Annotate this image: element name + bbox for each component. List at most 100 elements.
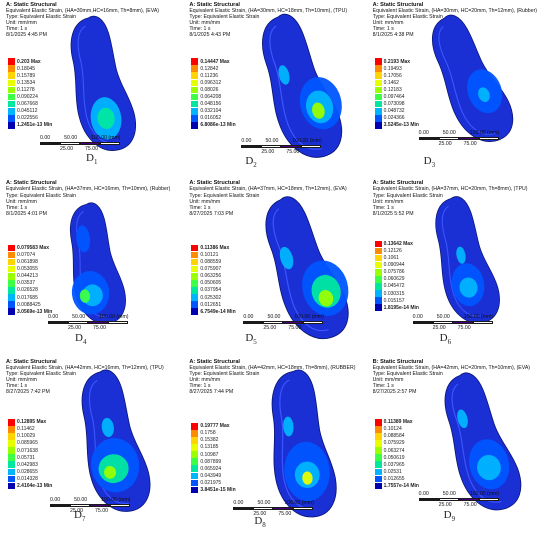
legend-swatch <box>191 86 199 94</box>
legend-min-value: 3.0569e-13 Min <box>17 308 53 315</box>
legend-row: 0.18045 <box>8 65 52 72</box>
legend-value: 0.10124 <box>383 426 402 433</box>
legend-row: 0.10121 <box>191 251 235 259</box>
legend-swatch <box>8 461 15 469</box>
legend-row: 0.064208 <box>191 93 235 101</box>
legend-value: 0.024366 <box>383 115 405 122</box>
legend-row: 0.05731 <box>8 454 52 461</box>
legend-swatch <box>374 297 382 304</box>
ruler-label: 75.00 <box>288 325 302 332</box>
legend-row: 0.0088425 <box>8 301 52 308</box>
legend-row: 0.026528 <box>8 287 52 294</box>
legend-swatch <box>8 440 15 447</box>
legend-value: 0.096312 <box>200 79 222 86</box>
color-legend: 0.12895 Max 0.11462 0.10029 0.085965 0.07163… <box>8 418 52 490</box>
legend-row: 0.12842 <box>191 65 235 72</box>
legend-value: 0.075929 <box>383 440 405 447</box>
legend-value: 0.02531 <box>383 468 402 475</box>
strain-hotspot <box>76 225 91 253</box>
ruler-label: 50.00 <box>442 490 456 497</box>
legend-value: 0.063256 <box>200 273 222 280</box>
panel-label-index: 5 <box>253 338 257 347</box>
ruler-label: 50.00 <box>267 314 281 321</box>
legend-swatch <box>374 107 382 115</box>
color-legend: 0.14447 Max 0.12842 0.11236 0.096312 0.08026… <box>191 58 236 129</box>
legend-row: 0.015157 <box>374 297 419 304</box>
legend-row: 0.15789 <box>8 72 52 80</box>
legend-swatch <box>8 426 15 433</box>
insole-edge <box>269 25 322 150</box>
legend-value: 0.12842 <box>200 65 219 72</box>
legend-swatch <box>8 79 15 87</box>
result-panel: A: Static Structural Equivalent Elastic S… <box>0 178 183 356</box>
ruler-bar <box>243 321 324 325</box>
insole-edge <box>441 206 481 317</box>
legend-swatch <box>8 93 15 101</box>
legend-swatch <box>8 72 15 80</box>
ruler-label: 75.00 <box>84 146 98 152</box>
legend-swatch <box>191 258 199 266</box>
legend-value: 0.012655 <box>383 475 405 482</box>
legend-swatch <box>374 475 382 483</box>
panel-header: A: Static Structural Equivalent Elastic S… <box>373 180 550 217</box>
header-type: Type: Equivalent Elastic Strain <box>189 192 260 199</box>
legend-value: 0.017685 <box>17 294 38 301</box>
legend-swatch <box>374 79 382 87</box>
legend-value: 0.037954 <box>200 287 222 294</box>
legend-value: 0.17056 <box>383 72 402 79</box>
legend-swatch <box>191 58 199 65</box>
legend-value: 0.065924 <box>200 465 222 472</box>
legend-swatch <box>191 465 199 473</box>
color-legend: 0.19777 Max 0.1758 0.15382 0.13185 0.10987 0.… <box>191 422 236 494</box>
legend-swatch <box>191 444 199 451</box>
panel-label-letter: D <box>423 155 432 167</box>
legend-row: 0.087899 <box>191 458 235 465</box>
legend-row: 0.085965 <box>8 440 52 447</box>
legend-swatch <box>374 261 382 269</box>
ruler-top-labels: 0.00 50.00 100.00 (mm) <box>419 491 514 497</box>
legend-value: 0.097464 <box>383 94 405 101</box>
panel-header: A: Static Structural Equivalent Elastic S… <box>189 180 366 217</box>
legend-value: 0.075786 <box>383 269 405 276</box>
legend-row: 0.060629 <box>374 276 419 283</box>
legend-row: 0.065924 <box>191 465 235 473</box>
header-time: Time: 1 s <box>372 26 394 33</box>
insole-edge <box>77 25 116 144</box>
analysis-title: A: Static Structural <box>189 2 240 8</box>
ruler-label: 75.00 <box>286 149 300 155</box>
ruler-bottom-labels: 25.00 75.00 <box>413 325 508 331</box>
legend-value: 0.061898 <box>17 259 38 266</box>
ruler-top-labels: 0.00 50.00 100.00 (mm) <box>40 135 135 141</box>
ruler-label: 50.00 <box>72 314 86 321</box>
legend-swatch <box>374 426 382 433</box>
insole-model <box>444 372 521 510</box>
ruler-bar <box>241 145 322 148</box>
header-unit: Unit: mm/mm <box>372 376 404 383</box>
header-type: Type: Equivalent Elastic Strain <box>6 192 77 199</box>
legend-row: 0.11278 <box>8 86 52 94</box>
panel-header: A: Static Structural Equivalent Elastic S… <box>6 180 183 217</box>
legend-row: 0.12126 <box>374 247 419 255</box>
legend-row: 0.17056 <box>374 72 419 80</box>
ruler-label: 75.00 <box>463 501 477 508</box>
ruler-label: 25.00 <box>432 325 446 332</box>
legend-max: 0.11386 Max <box>191 244 235 252</box>
legend-swatch <box>191 437 199 444</box>
header-type: Type: Equivalent Elastic Strain <box>189 370 260 377</box>
legend-row: 0.032104 <box>191 107 235 115</box>
header-unit: Unit: mm/mm <box>189 20 221 27</box>
header-date: 8/1/2025 5:52 PM <box>372 210 414 217</box>
legend-value: 0.045472 <box>383 283 405 290</box>
legend-value: 0.025302 <box>200 294 222 301</box>
legend-value: 0.090944 <box>383 262 405 269</box>
header-unit: Unit: mm/mm <box>6 198 37 205</box>
panel-label: D8 <box>254 515 265 529</box>
analysis-title: A: Static Structural <box>189 180 240 187</box>
legend-swatch <box>191 251 199 259</box>
legend-swatch <box>374 482 382 490</box>
legend-swatch <box>374 65 382 72</box>
ruler-label: 0.00 <box>48 314 59 321</box>
header-time: Time: 1 s <box>189 383 211 390</box>
ruler-label: 0.00 <box>40 135 51 141</box>
legend-swatch <box>8 100 15 108</box>
